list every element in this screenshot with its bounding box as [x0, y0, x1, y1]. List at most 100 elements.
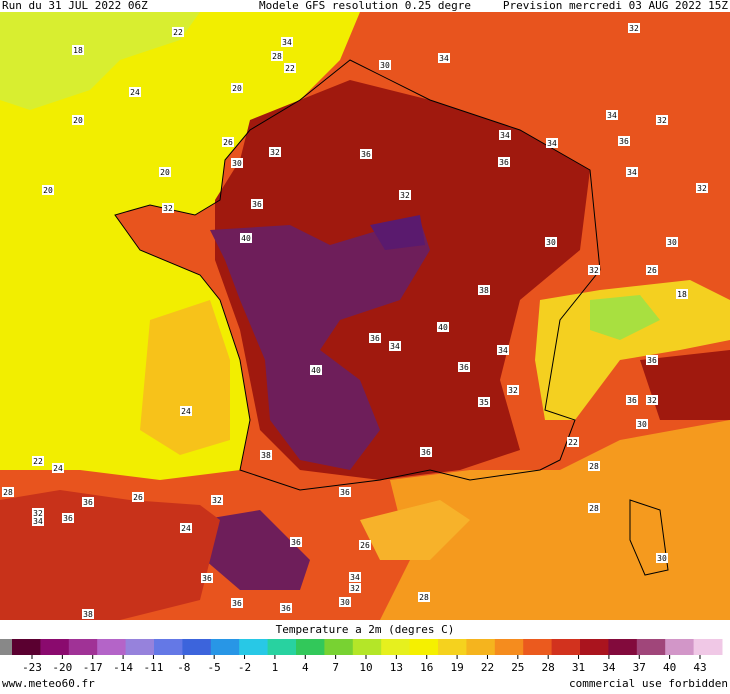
- colorbar-tick-label: 37: [633, 661, 646, 674]
- colorbar-swatch: [494, 639, 524, 655]
- label-box: [201, 573, 213, 583]
- label-box: [52, 463, 64, 473]
- colorbar-swatch: [154, 639, 183, 655]
- temperature-label: 22: [33, 457, 43, 466]
- colorbar-tick-label: -11: [144, 661, 164, 674]
- temperature-label: 30: [380, 61, 390, 70]
- label-box: [626, 395, 638, 405]
- label-box: [399, 190, 411, 200]
- spain-hottest: [200, 510, 310, 590]
- header-bar: [0, 0, 730, 12]
- colorbar-swatch: [210, 639, 240, 655]
- colorbar-tick-label: 31: [572, 661, 585, 674]
- colorbar-tick-label: 4: [302, 661, 309, 674]
- colorbar-tick-label: 43: [693, 661, 706, 674]
- temperature-label: 26: [223, 138, 233, 147]
- label-box: [666, 237, 678, 247]
- label-box: [389, 341, 401, 351]
- temperature-label: 34: [607, 111, 617, 120]
- label-box: [420, 447, 432, 457]
- temperature-label: 34: [439, 54, 449, 63]
- label-box: [240, 233, 252, 243]
- colorbar-swatch: [296, 639, 325, 655]
- temperature-label: 34: [390, 342, 400, 351]
- iberia-hot: [0, 490, 220, 620]
- temperature-label: 36: [232, 599, 242, 608]
- temperature-label: 32: [629, 24, 639, 33]
- label-box: [251, 199, 263, 209]
- temperature-label: 36: [499, 158, 509, 167]
- temperature-label: 38: [83, 610, 93, 619]
- temperature-label: 40: [241, 234, 251, 243]
- colorbar-tick-label: -8: [177, 661, 190, 674]
- label-box: [360, 149, 372, 159]
- temperature-label: 30: [232, 159, 242, 168]
- temperature-label: 32: [270, 148, 280, 157]
- label-box: [72, 45, 84, 55]
- temperature-label: 20: [73, 116, 83, 125]
- temperature-label: 22: [285, 64, 295, 73]
- label-box: [42, 185, 54, 195]
- label-box: [339, 487, 351, 497]
- label-box: [498, 157, 510, 167]
- colorbar-swatch: [580, 639, 609, 655]
- label-box: [162, 203, 174, 213]
- label-box: [231, 598, 243, 608]
- colorbar-swatch: [239, 639, 269, 655]
- temperature-label: 32: [508, 386, 518, 395]
- temperature-label: 20: [232, 84, 242, 93]
- colorbar-swatch: [381, 639, 411, 655]
- temperature-label: 36: [627, 396, 637, 405]
- label-box: [438, 53, 450, 63]
- label-box: [211, 495, 223, 505]
- temperature-label: 36: [619, 137, 629, 146]
- label-box: [656, 115, 668, 125]
- footer-left: www.meteo60.fr: [2, 677, 95, 690]
- temperature-label: 32: [350, 584, 360, 593]
- colorbar-swatch: [97, 639, 127, 655]
- label-box: [222, 137, 234, 147]
- temperature-label: 40: [311, 366, 321, 375]
- colorbar-missing: [0, 639, 12, 655]
- colorbar-swatch: [551, 639, 581, 655]
- colorbar-swatch: [665, 639, 695, 655]
- label-box: [284, 63, 296, 73]
- colorbar-swatch: [324, 639, 354, 655]
- colorbar-tick-label: 10: [359, 661, 372, 674]
- temperature-label: 30: [657, 554, 667, 563]
- france-hottest: [210, 220, 430, 470]
- colorbar-tick-label: -2: [238, 661, 251, 674]
- label-box: [636, 419, 648, 429]
- label-box: [478, 397, 490, 407]
- colorbar-tick-label: 28: [542, 661, 555, 674]
- colorbar-swatch: [693, 639, 723, 655]
- cool-sea: [0, 12, 200, 110]
- warm-sea: [140, 300, 230, 455]
- colorbar-tick-label: 7: [332, 661, 339, 674]
- run-text: Run du 31 JUL 2022 06Z: [2, 0, 148, 12]
- temperature-label: 28: [589, 462, 599, 471]
- temperature-label: 36: [83, 498, 93, 507]
- label-box: [499, 130, 511, 140]
- colorbar-tick-label: -14: [113, 661, 133, 674]
- alps-cool: [535, 280, 730, 420]
- colorbar-swatch: [608, 639, 638, 655]
- temperature-label: 28: [589, 504, 599, 513]
- temperature-label: 30: [667, 238, 677, 247]
- colorbar-tick-label: 25: [511, 661, 524, 674]
- colorbar-swatch: [636, 639, 666, 655]
- temperature-label: 36: [421, 448, 431, 457]
- label-box: [82, 609, 94, 619]
- label-box: [32, 456, 44, 466]
- colorbar-swatch: [40, 639, 70, 655]
- label-box: [72, 115, 84, 125]
- label-box: [310, 365, 322, 375]
- temperature-label: 34: [500, 131, 510, 140]
- label-box: [281, 37, 293, 47]
- label-box: [172, 27, 184, 37]
- label-box: [588, 461, 600, 471]
- label-box: [290, 537, 302, 547]
- temperature-label: 26: [360, 541, 370, 550]
- label-box: [349, 572, 361, 582]
